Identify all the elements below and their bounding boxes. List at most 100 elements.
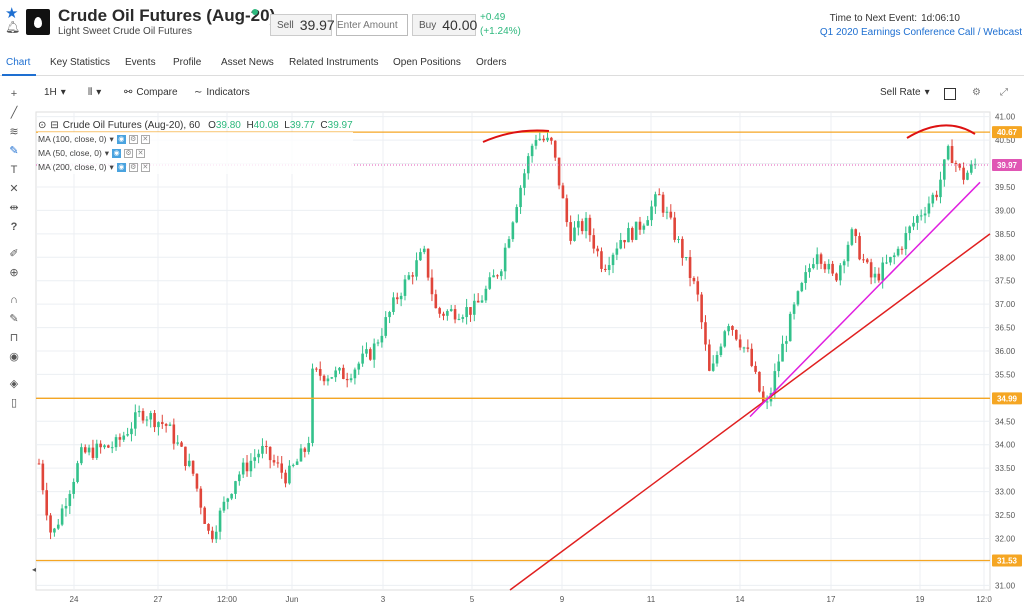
candle-body [943, 159, 946, 180]
tab-asset-news[interactable]: Asset News [221, 57, 274, 68]
lock-icon[interactable]: ⊓ [9, 332, 19, 344]
candle-body [704, 322, 707, 345]
candle-body [465, 307, 468, 318]
candle-body [164, 423, 168, 426]
legend-symbol: Crude Oil Futures (Aug-20), 60 [62, 119, 201, 131]
candle-body [272, 460, 276, 463]
candle-body [615, 248, 619, 255]
candle-body [457, 318, 461, 320]
crosshair-icon[interactable]: + [10, 88, 18, 100]
zoom-icon[interactable]: ⊕ [9, 267, 19, 279]
chart-type-select[interactable]: ⫴ ▾ [88, 87, 101, 98]
amount-input[interactable] [336, 14, 408, 36]
tab-profile[interactable]: Profile [173, 57, 202, 68]
tab-related-instruments[interactable]: Related Instruments [289, 57, 379, 68]
candle-body [103, 445, 106, 448]
ma-200-row[interactable]: MA (200, close, 0) ▾ ◉ ⚙ ✕ [38, 160, 353, 174]
tab-open-positions[interactable]: Open Positions [393, 57, 461, 68]
candle-body [700, 294, 703, 323]
candle-body [137, 410, 141, 413]
sell-button[interactable]: Sell 39.97 [270, 14, 335, 36]
candle-body [507, 239, 511, 248]
magenta-support-line [749, 181, 981, 418]
alert-bell-icon[interactable]: 🔔︎ [5, 20, 21, 34]
next-event-time: 1d:06:10 [921, 13, 960, 24]
candle-body [812, 264, 815, 269]
settings-icon[interactable]: ⚙ [128, 162, 138, 172]
settings-gear-icon[interactable]: ⚙ [972, 87, 981, 98]
candle-body [303, 448, 307, 452]
visibility-icon[interactable]: ◉ [116, 134, 126, 144]
lock-draw-icon[interactable]: ✎ [9, 313, 19, 325]
high-value: 40.08 [253, 119, 279, 131]
candle-body [41, 463, 45, 491]
interval-select[interactable]: 1H ▾ [44, 87, 66, 98]
visibility-icon[interactable]: ◉ [116, 162, 126, 172]
next-event-link[interactable]: Q1 2020 Earnings Conference Call / Webca… [819, 27, 1022, 38]
tab-key-statistics[interactable]: Key Statistics [50, 57, 111, 68]
watchlist-star-icon[interactable]: ★ [5, 5, 19, 22]
tab-chart[interactable]: Chart [6, 57, 31, 68]
candle-body [72, 481, 75, 494]
candle-body [392, 297, 395, 312]
magnet-icon[interactable]: ∩ [10, 294, 18, 306]
help-icon[interactable]: ? [10, 221, 18, 233]
candle-body [488, 277, 492, 289]
trash-icon[interactable]: ▯ [10, 397, 18, 409]
candle-body [573, 227, 576, 241]
remove-icon[interactable]: ✕ [136, 148, 146, 158]
pattern-icon[interactable]: ✕ [9, 183, 19, 195]
candle-body [630, 228, 634, 240]
candle-body [207, 523, 210, 531]
sell-rate-select[interactable]: Sell Rate ▾ [880, 87, 930, 98]
candle-body [492, 275, 495, 278]
y-tick-label: 39.00 [995, 206, 1016, 215]
candle-body [80, 447, 83, 464]
buy-button[interactable]: Buy 40.00 [412, 14, 477, 36]
candle-body [473, 300, 476, 315]
candle-body [588, 217, 592, 236]
chevron-down-icon: ▾ [109, 133, 114, 144]
indicators-button[interactable]: ∼ Indicators [194, 87, 250, 98]
layers-icon[interactable]: ◈ [9, 378, 19, 390]
x-tick-label: 12:00 [217, 595, 238, 604]
candle-body [257, 453, 260, 458]
candle-body [357, 363, 361, 370]
minimize-icon[interactable]: ⊟ [50, 119, 59, 131]
settings-icon[interactable]: ⚙ [128, 134, 138, 144]
collapse-icon[interactable]: ⊙ [38, 119, 47, 131]
candle-body [434, 294, 438, 309]
ma-50-row[interactable]: MA (50, close, 0) ▾ ◉ ⚙ ✕ [38, 146, 353, 160]
fib-icon[interactable]: ≋ [9, 126, 19, 138]
candle-body [461, 317, 465, 319]
fullscreen-box-icon[interactable] [944, 88, 956, 100]
candle-body [264, 445, 268, 447]
brush-icon[interactable]: ✎ [9, 145, 19, 157]
tab-events[interactable]: Events [125, 57, 156, 68]
remove-icon[interactable]: ✕ [140, 134, 150, 144]
candle-body [53, 528, 56, 533]
candle-body [738, 339, 742, 348]
candle-body [280, 463, 284, 473]
candle-body [419, 252, 422, 261]
ma-100-row[interactable]: MA (100, close, 0) ▾ ◉ ⚙ ✕ [38, 132, 353, 146]
y-tick-label: 40.50 [995, 136, 1016, 145]
candle-body [569, 222, 572, 241]
high-label: H [246, 119, 254, 131]
trend-line-icon[interactable]: ╱ [10, 107, 18, 119]
text-icon[interactable]: T [10, 164, 18, 176]
settings-icon[interactable]: ⚙ [124, 148, 134, 158]
expand-icon[interactable]: ⤢ [1000, 87, 1008, 98]
eye-icon[interactable]: ◉ [9, 351, 19, 363]
scroll-left-arrow-icon: ◂ [32, 565, 36, 574]
candle-body [168, 424, 172, 426]
measure-icon[interactable]: ⇹ [9, 202, 19, 214]
sell-label: Sell [277, 19, 294, 31]
ruler-icon[interactable]: ✐ [9, 248, 19, 260]
remove-icon[interactable]: ✕ [140, 162, 150, 172]
compare-button[interactable]: ⚯ Compare [124, 87, 178, 98]
candle-body [299, 448, 303, 462]
tab-orders[interactable]: Orders [476, 57, 507, 68]
visibility-icon[interactable]: ◉ [112, 148, 122, 158]
